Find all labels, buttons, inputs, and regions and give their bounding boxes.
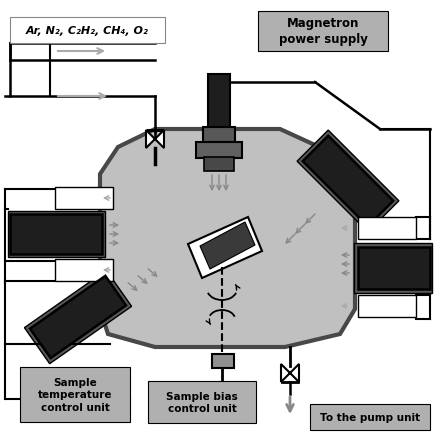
Bar [207, 75, 230, 130]
Text: Sample bias
control unit: Sample bias control unit [166, 391, 237, 413]
Text: Ar, N₂, C₂H₂, CH₄, O₂: Ar, N₂, C₂H₂, CH₄, O₂ [26, 26, 148, 36]
Bar [203, 128, 234, 143]
Bar [55, 187, 113, 210]
Polygon shape [24, 271, 131, 364]
Bar [204, 158, 233, 171]
Bar [353, 243, 431, 293]
Polygon shape [302, 136, 392, 227]
Polygon shape [30, 276, 126, 358]
Bar [55, 260, 113, 281]
Polygon shape [187, 217, 261, 278]
Bar [211, 354, 233, 368]
Bar [148, 381, 256, 423]
Bar [309, 404, 429, 430]
Text: Magnetron
power supply: Magnetron power supply [278, 17, 367, 46]
Polygon shape [146, 131, 164, 149]
Polygon shape [100, 130, 354, 347]
Bar [196, 143, 241, 159]
Bar [10, 214, 102, 254]
Polygon shape [296, 131, 398, 232]
Polygon shape [280, 364, 298, 382]
Bar [357, 247, 429, 289]
Text: To the pump unit: To the pump unit [319, 412, 419, 422]
Polygon shape [200, 223, 254, 270]
Bar [10, 18, 164, 44]
Bar [20, 367, 130, 422]
Bar [357, 295, 415, 317]
Bar [257, 12, 387, 52]
Bar [8, 211, 105, 257]
Text: Sample
temperature
control unit: Sample temperature control unit [38, 377, 112, 412]
Bar [357, 217, 415, 240]
